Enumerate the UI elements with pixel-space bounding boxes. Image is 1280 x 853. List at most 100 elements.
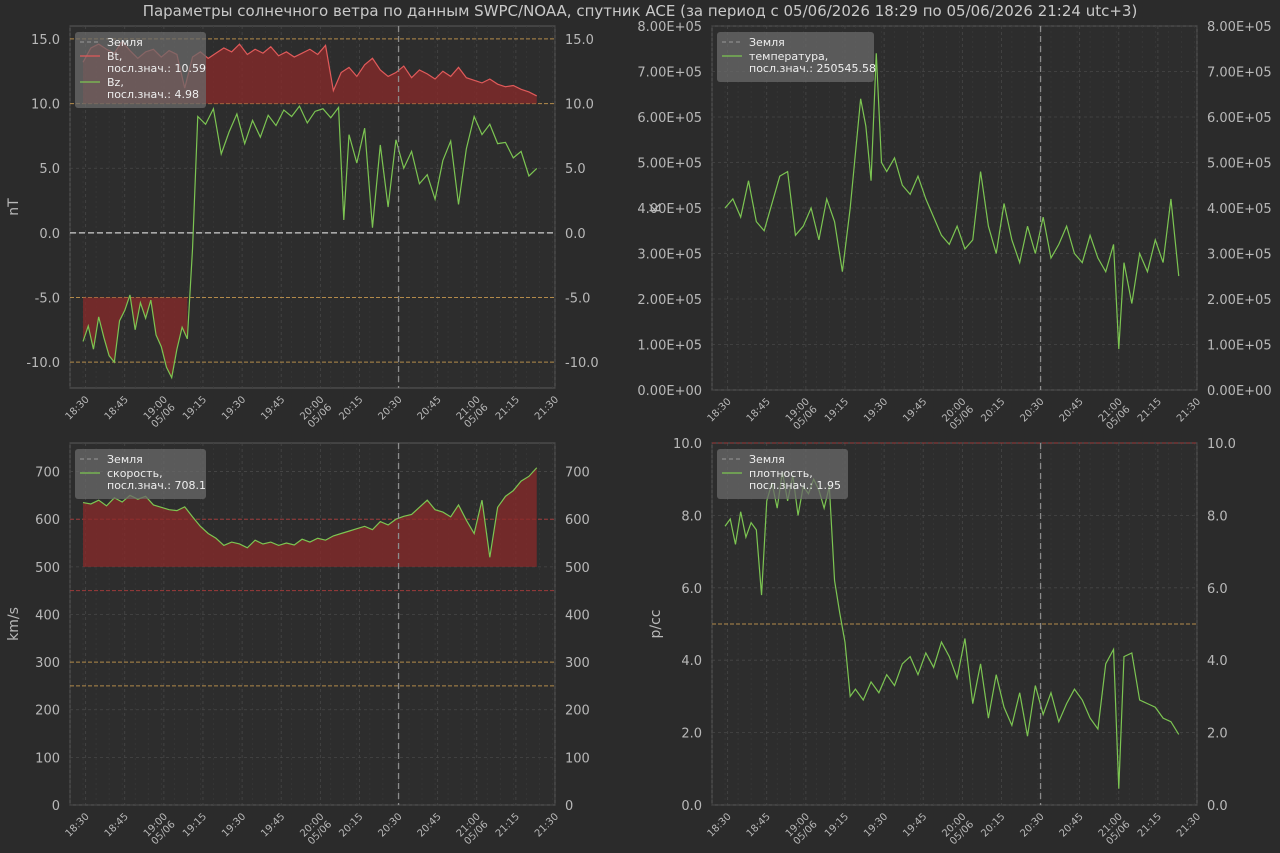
x-tick-line: 18:45 [745, 396, 773, 424]
x-tick-line: 21:15 [1136, 811, 1164, 839]
legend-entry-line: Земля [749, 453, 785, 466]
y-tick-label-right: 500 [565, 561, 590, 576]
legend-entry-line: посл.знач.: 1.95 [749, 479, 841, 492]
y-tick-label-right: 5.0 [565, 162, 586, 177]
x-tick-line: 20:15 [337, 811, 365, 839]
x-tick-label: 20:0005/06 [940, 396, 976, 432]
x-tick-label: 19:15 [181, 811, 209, 839]
x-tick-line: 20:15 [979, 811, 1007, 839]
legend-entry-line: Земля [107, 453, 143, 466]
x-tick-label: 21:30 [1175, 396, 1203, 424]
x-tick-line: 20:45 [416, 811, 444, 839]
x-tick-line: 18:30 [706, 811, 734, 839]
legend-entry-line: Земля [749, 36, 785, 49]
x-tick-line: 19:30 [220, 394, 248, 422]
x-tick-line: 19:45 [901, 811, 929, 839]
legend-entry: Bz, посл.знач.: 4.98 [107, 76, 199, 101]
legend-entry-line: посл.знач.: 10.59 [107, 62, 206, 75]
x-tick-label: 18:45 [745, 811, 773, 839]
x-tick-label: 21:0005/06 [1097, 396, 1133, 432]
y-tick-label-left: 10.0 [31, 98, 60, 113]
y-tick-label-left: 700 [35, 466, 60, 481]
legend-box [717, 32, 874, 82]
x-tick-label: 19:0005/06 [142, 811, 178, 847]
x-tick-line: 20:45 [1058, 396, 1086, 424]
legend-entry: Земля [107, 453, 143, 466]
legend-entry-line: посл.знач.: 708.1 [107, 479, 206, 492]
x-tick-label: 19:0005/06 [142, 394, 178, 430]
y-tick-label-left: -5.0 [35, 292, 60, 307]
y-tick-label-left: 2.0 [681, 727, 702, 742]
x-tick-label: 20:30 [1019, 811, 1047, 839]
series-line-скорость [82, 467, 538, 558]
x-tick-label: 20:30 [1019, 396, 1047, 424]
x-tick-line: 20:30 [1019, 396, 1047, 424]
x-tick-label: 21:15 [494, 811, 522, 839]
y-tick-label-left: 6.0 [681, 582, 702, 597]
x-tick-label: 20:15 [337, 394, 365, 422]
x-tick-label: 19:30 [862, 811, 890, 839]
legend-box [717, 449, 848, 499]
legend-entry: Земля [107, 36, 143, 49]
y-tick-label-right: 600 [565, 513, 590, 528]
x-tick-label: 19:30 [220, 394, 248, 422]
legend-entry: Земля [749, 36, 785, 49]
legend-entry: скорость, посл.знач.: 708.1 [107, 467, 206, 492]
x-tick-label: 21:15 [1136, 396, 1164, 424]
y-tick-label-left: 15.0 [31, 33, 60, 48]
x-tick-label: 20:45 [1058, 811, 1086, 839]
x-tick-label: 19:45 [901, 396, 929, 424]
y-tick-label-left: 0.0 [39, 227, 60, 242]
x-tick-label: 18:45 [103, 394, 131, 422]
y-tick-label-left: 0.0 [681, 799, 702, 814]
y-tick-label-left: 4.0 [681, 654, 702, 669]
legend-entry-line: посл.знач.: 4.98 [107, 88, 199, 101]
y-tick-label-left: 1.00E+05 [637, 339, 702, 354]
y-tick-label-right: 2.00E+05 [1207, 293, 1272, 308]
chart-panel-top-right: 0.00E+00 0.00E+00 1.00E+05 1.00E+05 2.00E+05… [637, 20, 1271, 432]
x-tick-label: 19:45 [901, 811, 929, 839]
x-tick-label: 19:15 [181, 394, 209, 422]
x-tick-line: 19:30 [862, 396, 890, 424]
x-tick-line: 18:45 [103, 394, 131, 422]
y-tick-label-right: 200 [565, 704, 590, 719]
x-tick-label: 20:0005/06 [298, 394, 334, 430]
x-tick-line: 20:30 [377, 394, 405, 422]
y-tick-label-left: 300 [35, 656, 60, 671]
x-tick-label: 19:45 [259, 811, 287, 839]
x-tick-label: 20:30 [377, 394, 405, 422]
y-tick-label-right: -5.0 [565, 292, 590, 307]
y-tick-label-left: 7.00E+05 [637, 66, 702, 81]
x-tick-label: 20:0005/06 [940, 811, 976, 847]
y-tick-label-right: 0.00E+00 [1207, 384, 1272, 399]
y-tick-label-right: 10.0 [1207, 437, 1236, 452]
x-tick-label: 20:45 [416, 394, 444, 422]
y-tick-label-left: -10.0 [26, 356, 60, 371]
x-tick-label: 19:15 [823, 396, 851, 424]
x-tick-label: 18:45 [745, 396, 773, 424]
y-tick-label-right: 4.00E+05 [1207, 202, 1272, 217]
chart-panel-bottom-right: 0.0 0.0 2.0 2.0 4.0 4.0 6.0 6.0 8.0 8.0 10.0 10.0 18… [648, 437, 1236, 847]
y-tick-label-right: 8.0 [1207, 509, 1228, 524]
legend-entry-line: Bt, [107, 50, 122, 63]
x-tick-line: 18:30 [706, 396, 734, 424]
y-tick-label-left: 100 [35, 751, 60, 766]
x-tick-line: 18:30 [64, 394, 92, 422]
legend-entry: Земля [749, 453, 785, 466]
x-tick-line: 19:45 [259, 811, 287, 839]
x-tick-label: 20:15 [979, 396, 1007, 424]
y-tick-label-left: 8.0 [681, 509, 702, 524]
x-tick-line: 21:30 [1175, 396, 1203, 424]
x-tick-line: 20:45 [1058, 811, 1086, 839]
y-tick-label-left: 400 [35, 608, 60, 623]
y-tick-label-left: 2.00E+05 [637, 293, 702, 308]
y-tick-label-left: 0.00E+00 [637, 384, 702, 399]
series-line-температура [724, 53, 1180, 350]
x-tick-line: 19:45 [901, 396, 929, 424]
x-tick-label: 18:30 [64, 811, 92, 839]
legend-entry: Bt, посл.знач.: 10.59 [107, 50, 206, 75]
y-tick-label-right: 100 [565, 751, 590, 766]
x-tick-label: 18:30 [706, 396, 734, 424]
